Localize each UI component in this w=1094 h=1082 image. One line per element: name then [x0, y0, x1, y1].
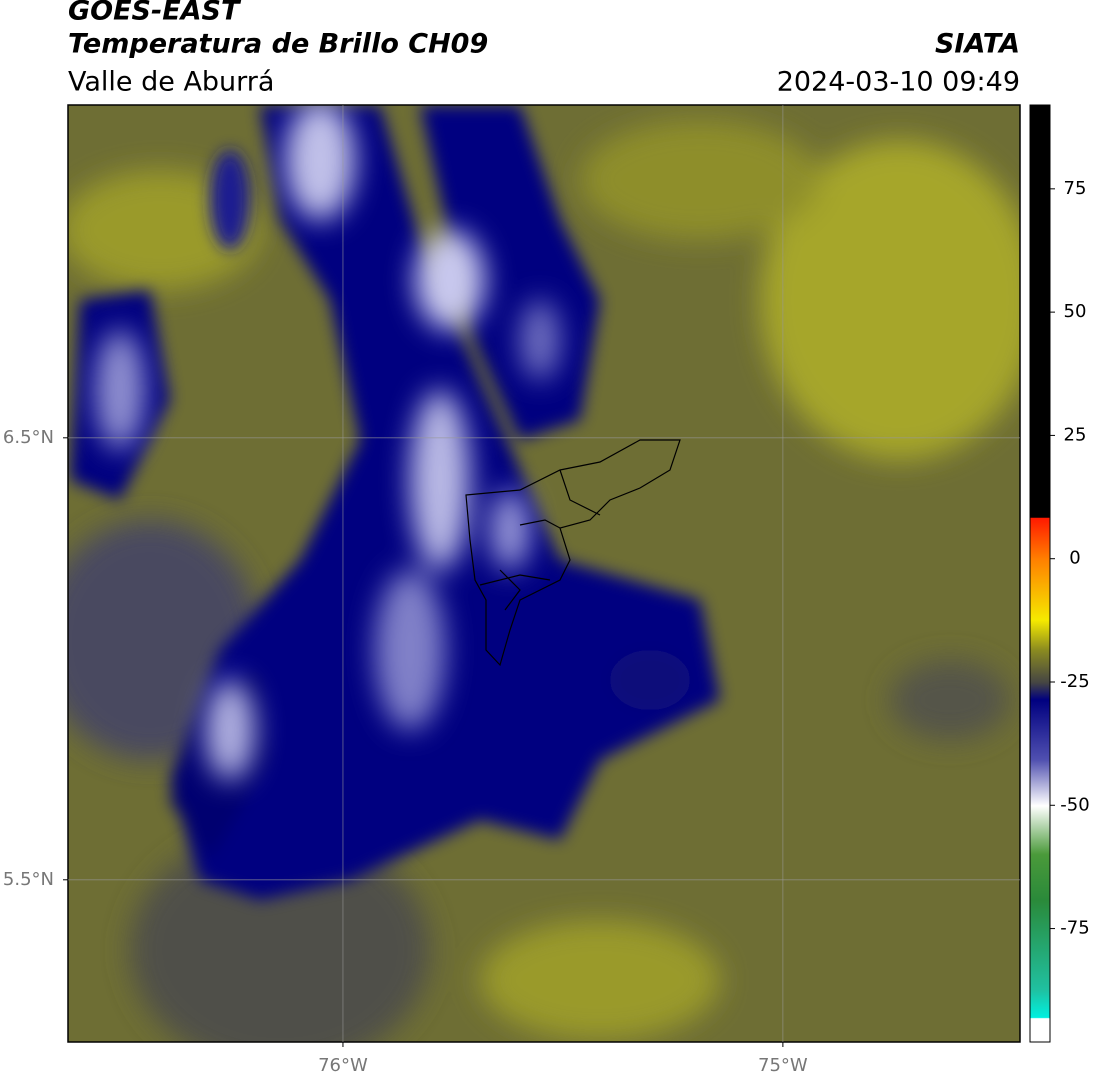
region: Valle de Aburrá: [68, 67, 274, 98]
colorbar-tick-label: 25: [1064, 424, 1087, 445]
datetime: 2024-03-10 09:49: [777, 67, 1020, 98]
colorbar: [1029, 104, 1051, 1043]
colorbar-tick-label: -25: [1060, 671, 1089, 692]
y-tick-label: 5.5°N: [3, 869, 54, 890]
map-frame: [67, 104, 1021, 1043]
subtitle: Temperatura de Brillo CH09: [68, 29, 488, 60]
x-tick-label: 76°W: [318, 1055, 368, 1076]
colorbar-ticks: 75 50 25 0 -25 -50 -75: [1050, 178, 1090, 939]
colorbar-tick-label: 75: [1064, 178, 1087, 199]
satellite-image: [68, 105, 1020, 1042]
colorbar-tick-label: -75: [1060, 918, 1089, 939]
x-tick-label: 75°W: [758, 1055, 808, 1076]
colorbar-tick-label: 0: [1069, 548, 1080, 569]
title: GOES-EAST: [68, 0, 242, 27]
y-tick-label: 6.5°N: [3, 427, 54, 448]
colorbar-tick-label: -50: [1060, 794, 1089, 815]
axes: 76°W 75°W 6.5°N 5.5°N: [3, 105, 1020, 1076]
colorbar-tick-label: 50: [1064, 301, 1087, 322]
source: SIATA: [935, 29, 1020, 60]
